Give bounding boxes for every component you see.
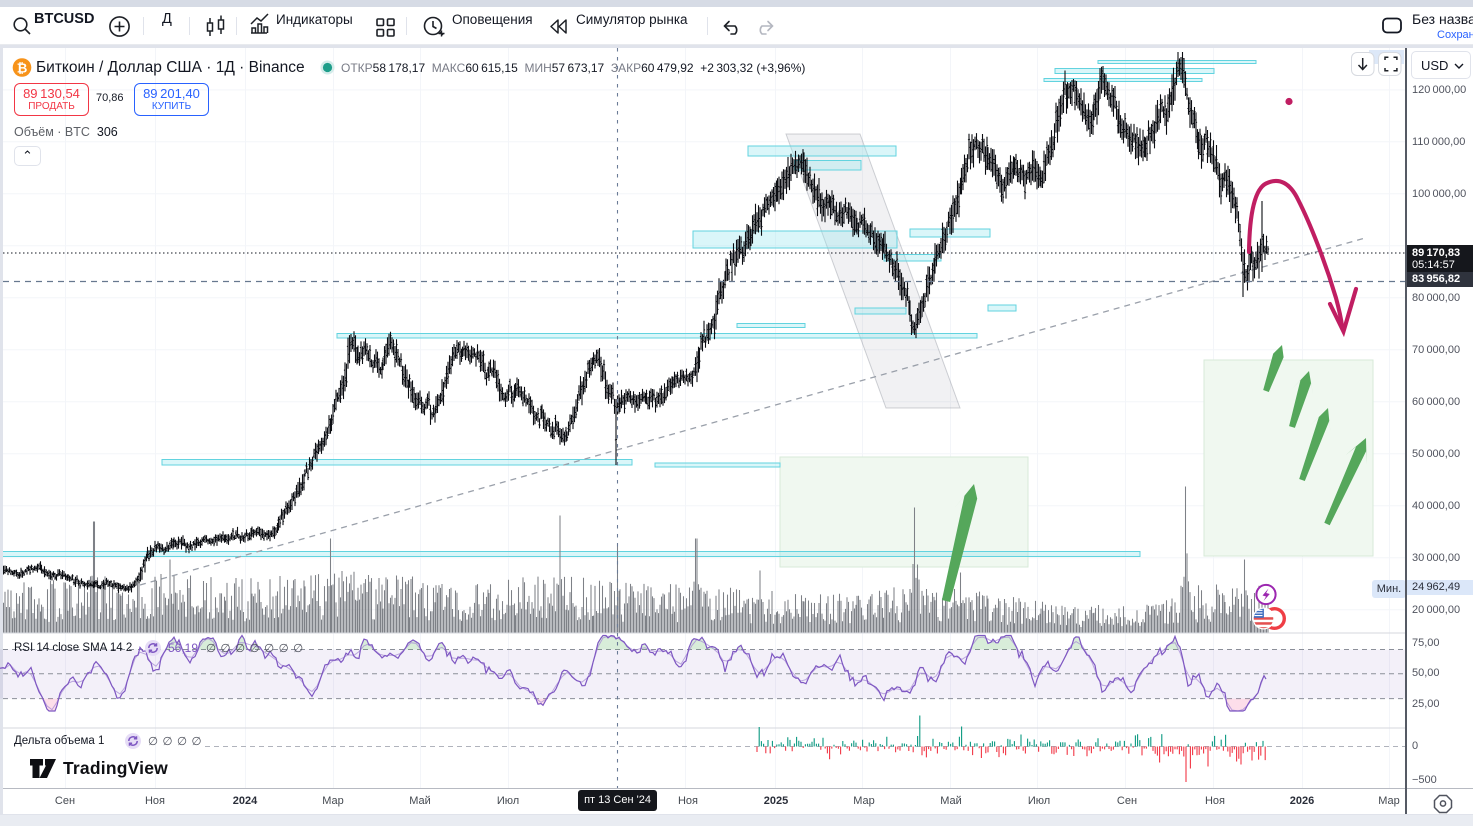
svg-text:₿: ₿ <box>17 61 28 76</box>
